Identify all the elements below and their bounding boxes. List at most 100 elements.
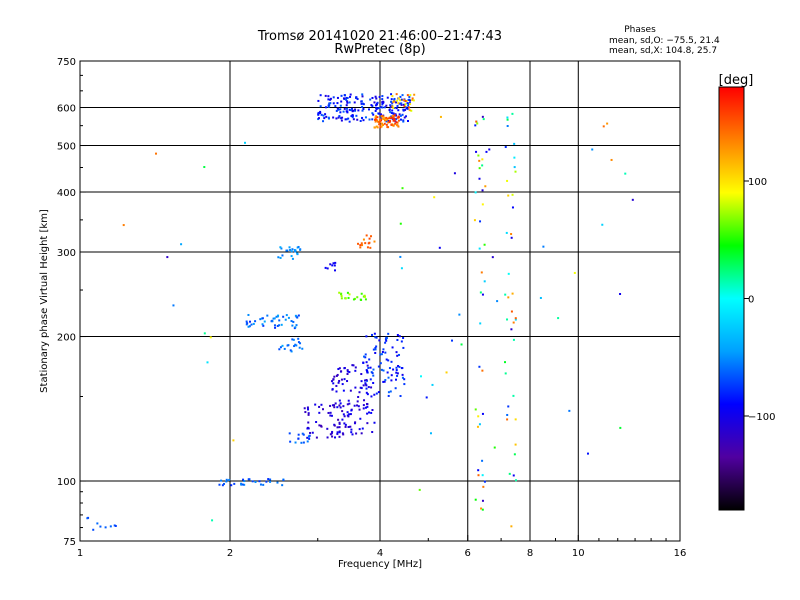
data-point bbox=[390, 374, 393, 377]
data-point bbox=[366, 364, 369, 367]
data-point bbox=[445, 371, 448, 374]
data-point bbox=[382, 348, 385, 351]
data-point bbox=[395, 369, 398, 372]
data-point bbox=[289, 248, 292, 251]
data-point bbox=[508, 472, 511, 475]
data-point bbox=[360, 292, 363, 295]
data-point bbox=[288, 246, 291, 249]
data-point bbox=[329, 414, 332, 417]
data-point bbox=[405, 99, 408, 102]
data-point bbox=[511, 206, 514, 209]
data-point bbox=[267, 478, 270, 481]
data-point bbox=[299, 248, 302, 251]
data-point bbox=[401, 367, 404, 370]
data-point bbox=[606, 122, 609, 125]
data-point bbox=[342, 433, 345, 436]
data-point bbox=[397, 119, 400, 122]
data-point bbox=[402, 103, 405, 106]
data-point bbox=[332, 102, 335, 105]
data-point bbox=[351, 114, 354, 117]
data-point bbox=[343, 422, 346, 425]
data-point bbox=[324, 113, 327, 116]
data-point bbox=[510, 525, 513, 528]
data-point bbox=[301, 347, 304, 350]
data-point bbox=[386, 371, 389, 374]
data-point bbox=[372, 368, 375, 371]
data-point bbox=[273, 317, 276, 320]
data-point bbox=[348, 120, 351, 123]
data-point bbox=[511, 193, 514, 196]
data-point bbox=[297, 341, 300, 344]
data-point bbox=[327, 116, 330, 119]
data-point bbox=[374, 117, 377, 120]
data-point bbox=[619, 293, 622, 296]
data-point bbox=[388, 121, 391, 124]
data-point bbox=[371, 431, 374, 434]
data-point bbox=[368, 411, 371, 414]
data-point bbox=[392, 106, 395, 109]
data-point bbox=[481, 158, 484, 161]
data-point bbox=[346, 403, 349, 406]
data-point bbox=[402, 346, 405, 349]
colorbar-ticks: 100 0 −100 bbox=[744, 177, 775, 423]
data-point bbox=[350, 428, 353, 431]
data-point bbox=[477, 469, 480, 472]
data-point bbox=[362, 404, 365, 407]
data-point bbox=[297, 437, 300, 440]
data-point bbox=[297, 314, 300, 317]
data-point bbox=[338, 115, 341, 118]
data-point bbox=[387, 376, 390, 379]
data-point bbox=[379, 117, 382, 120]
data-point bbox=[364, 382, 367, 385]
data-point bbox=[275, 315, 278, 318]
data-point bbox=[343, 107, 346, 110]
data-point bbox=[384, 379, 387, 382]
data-point bbox=[353, 422, 356, 425]
data-point bbox=[291, 324, 294, 327]
data-point bbox=[377, 391, 380, 394]
data-point bbox=[356, 98, 359, 101]
data-point bbox=[402, 120, 405, 123]
data-point bbox=[280, 247, 283, 250]
data-point bbox=[228, 478, 231, 481]
data-point bbox=[481, 115, 484, 118]
data-point bbox=[393, 117, 396, 120]
data-point bbox=[398, 102, 401, 105]
data-point bbox=[360, 373, 363, 376]
data-point bbox=[361, 427, 364, 430]
data-point bbox=[294, 343, 297, 346]
data-point bbox=[306, 436, 309, 439]
data-point bbox=[409, 99, 412, 102]
data-point bbox=[390, 379, 393, 382]
data-point bbox=[374, 346, 377, 349]
data-point bbox=[295, 324, 298, 327]
data-point bbox=[388, 117, 391, 120]
data-point bbox=[511, 292, 514, 295]
x-tick-label: 1 bbox=[77, 548, 83, 559]
data-point bbox=[299, 342, 302, 345]
data-point bbox=[350, 115, 353, 118]
data-point bbox=[269, 478, 272, 481]
data-point bbox=[385, 118, 388, 121]
data-point bbox=[333, 375, 336, 378]
data-point bbox=[343, 415, 346, 418]
data-point bbox=[387, 121, 390, 124]
data-point bbox=[369, 246, 372, 249]
data-point bbox=[346, 291, 349, 294]
data-point bbox=[343, 367, 346, 370]
data-point bbox=[291, 338, 294, 341]
data-point bbox=[400, 340, 403, 343]
data-point bbox=[377, 120, 380, 123]
data-point bbox=[478, 159, 481, 162]
data-point bbox=[361, 93, 364, 96]
data-point bbox=[514, 443, 517, 446]
data-point bbox=[278, 319, 281, 322]
data-point bbox=[343, 378, 346, 381]
data-point bbox=[378, 118, 381, 121]
data-point bbox=[357, 242, 360, 245]
data-point bbox=[384, 341, 387, 344]
data-point bbox=[474, 498, 477, 501]
data-point bbox=[307, 413, 310, 416]
data-point bbox=[294, 250, 297, 253]
data-point bbox=[481, 203, 484, 206]
